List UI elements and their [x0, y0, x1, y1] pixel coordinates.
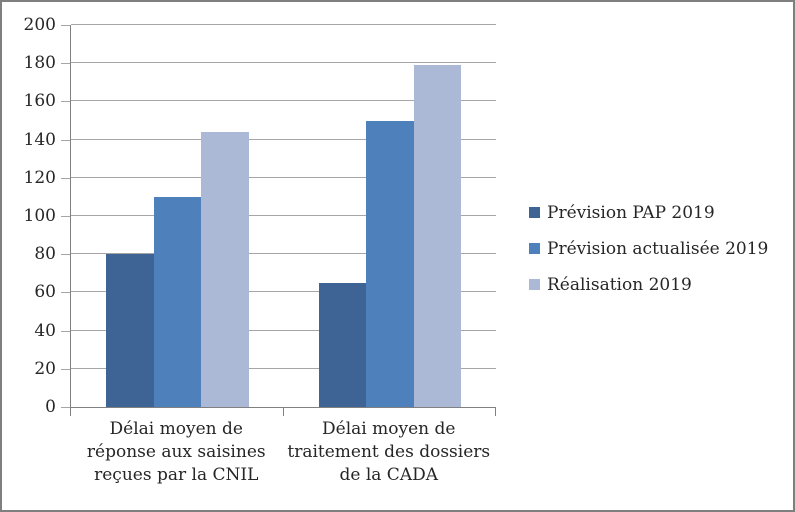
legend-label-1: Prévision actualisée 2019 [547, 238, 769, 259]
category-label-0: Délai moyen de réponse aux saisines reçues… [70, 418, 283, 487]
legend-label-0: Prévision PAP 2019 [547, 202, 715, 223]
gridline-y-40 [71, 329, 496, 331]
bar-r-alisation-2019-cat1 [413, 65, 461, 407]
y-tick-mark-180 [61, 63, 70, 65]
gridline-y-60 [71, 291, 496, 293]
gridline-y-100 [71, 215, 496, 216]
y-tick-mark-40 [61, 330, 70, 332]
legend-label-2: Réalisation 2019 [547, 274, 692, 295]
category-label-line: Délai moyen de [322, 419, 456, 439]
gridline-y-120 [71, 176, 496, 178]
y-tick-label-20: 20 [34, 358, 56, 379]
y-tick-mark-140 [61, 139, 70, 141]
category-label-line: de la CADA [339, 465, 438, 485]
y-tick-label-100: 100 [23, 206, 56, 226]
y-tick-mark-20 [61, 368, 70, 370]
legend-swatch-icon [529, 279, 540, 290]
x-tick-mark-2 [495, 408, 496, 416]
y-tick-label-80: 80 [34, 244, 56, 265]
y-tick-mark-100 [61, 216, 70, 217]
legend-swatch-icon [529, 243, 540, 254]
x-tick-mark-0 [70, 408, 71, 416]
y-tick-label-60: 60 [34, 282, 56, 303]
y-tick-mark-80 [61, 254, 70, 256]
gridline-y-80 [71, 253, 496, 255]
bar-pr-vision-actualis-e-2019-cat1 [366, 120, 414, 407]
y-tick-label-140: 140 [23, 129, 56, 150]
legend-item-1: Prévision actualisée 2019 [529, 238, 769, 259]
gridline-y-180 [71, 62, 496, 64]
y-tick-label-200: 200 [23, 15, 56, 35]
x-tick-mark-1 [282, 408, 284, 416]
y-tick-mark-60 [61, 292, 70, 294]
bar-pr-vision-pap-2019-cat0 [106, 254, 154, 407]
y-tick-label-160: 160 [23, 91, 56, 112]
x-axis-category-labels: Délai moyen de réponse aux saisines reçues… [70, 418, 495, 487]
bar-r-alisation-2019-cat0 [201, 131, 249, 407]
y-tick-mark-120 [61, 177, 70, 179]
category-group-1 [284, 25, 497, 407]
category-group-0 [71, 25, 284, 407]
category-label-1: Délai moyen de traitement des dossiers de … [283, 418, 496, 487]
y-tick-mark-160 [61, 101, 70, 103]
gridline-y-200 [71, 24, 496, 25]
gridline-y-160 [71, 100, 496, 102]
legend-item-2: Réalisation 2019 [529, 274, 768, 295]
legend-swatch-icon [529, 207, 540, 218]
plot-area [70, 24, 497, 408]
y-tick-label-40: 40 [34, 320, 56, 341]
y-tick-mark-0 [61, 407, 70, 408]
category-label-line: réponse aux saisines [86, 442, 266, 462]
category-label-line: reçues par la CNIL [94, 465, 259, 485]
bar-pr-vision-pap-2019-cat1 [318, 282, 366, 407]
category-label-line: traitement des dossiers [287, 442, 491, 462]
gridline-y-140 [71, 138, 496, 140]
y-tick-mark-200 [61, 25, 70, 26]
bar-pr-vision-actualis-e-2019-cat0 [153, 196, 201, 407]
y-tick-label-0: 0 [45, 397, 56, 417]
y-tick-label-120: 120 [23, 167, 56, 188]
legend-item-0: Prévision PAP 2019 [529, 202, 768, 223]
legend: Prévision PAP 2019 Prévision actualisée 2… [529, 202, 769, 312]
gridline-y-20 [71, 367, 496, 369]
category-label-line: Délai moyen de [109, 419, 243, 439]
y-tick-label-180: 180 [23, 53, 56, 74]
